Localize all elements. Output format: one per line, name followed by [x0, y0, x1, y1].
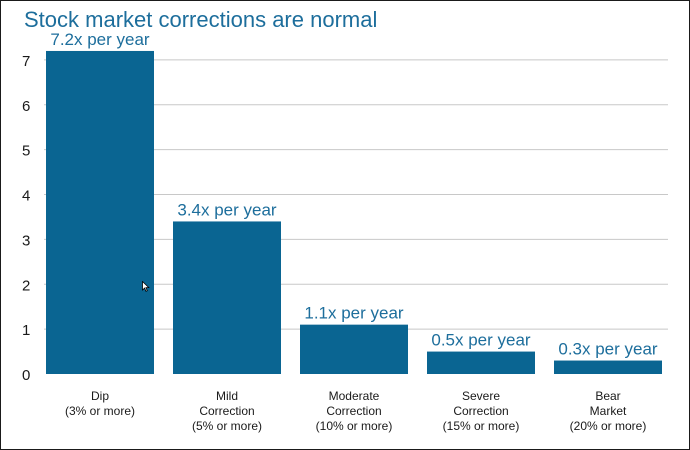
category-label: Severe	[462, 389, 500, 403]
bars	[46, 50, 662, 375]
category-label: (5% or more)	[192, 419, 262, 433]
data-label: 1.1x per year	[304, 304, 404, 323]
category-label: (3% or more)	[65, 404, 135, 418]
category-label: (20% or more)	[570, 419, 647, 433]
y-tick-label: 7	[22, 53, 30, 70]
y-tick-label: 5	[22, 143, 30, 160]
bar	[300, 324, 408, 374]
data-label: 0.5x per year	[431, 331, 531, 350]
category-label: (10% or more)	[316, 419, 393, 433]
data-label: 3.4x per year	[177, 200, 277, 219]
category-label: Dip	[91, 389, 109, 403]
data-label: 0.3x per year	[558, 340, 658, 359]
category-label: Correction	[453, 404, 508, 418]
category-label: (15% or more)	[443, 419, 520, 433]
y-tick-label: 6	[22, 98, 30, 115]
bar	[427, 351, 535, 374]
y-tick-label: 1	[22, 322, 30, 339]
y-axis-ticks: 0 1 2 3 4 5 6 7	[22, 53, 30, 384]
category-label: Correction	[199, 404, 254, 418]
y-tick-label: 3	[22, 232, 30, 249]
category-label: Market	[590, 404, 627, 418]
bar	[554, 360, 662, 374]
mouse-pointer-icon	[142, 281, 150, 292]
category-label: Mild	[216, 389, 238, 403]
y-tick-label: 4	[22, 188, 30, 205]
bar	[173, 221, 281, 374]
chart-title: Stock market corrections are normal	[24, 7, 378, 32]
bar	[46, 50, 154, 375]
y-tick-label: 0	[22, 367, 30, 384]
category-label: Correction	[326, 404, 381, 418]
category-label: Moderate	[329, 389, 380, 403]
data-labels: 7.2x per year 3.4x per year 1.1x per year 0…	[50, 30, 658, 359]
data-label: 7.2x per year	[50, 30, 150, 49]
y-tick-label: 2	[22, 277, 30, 294]
category-label: Bear	[595, 389, 620, 403]
